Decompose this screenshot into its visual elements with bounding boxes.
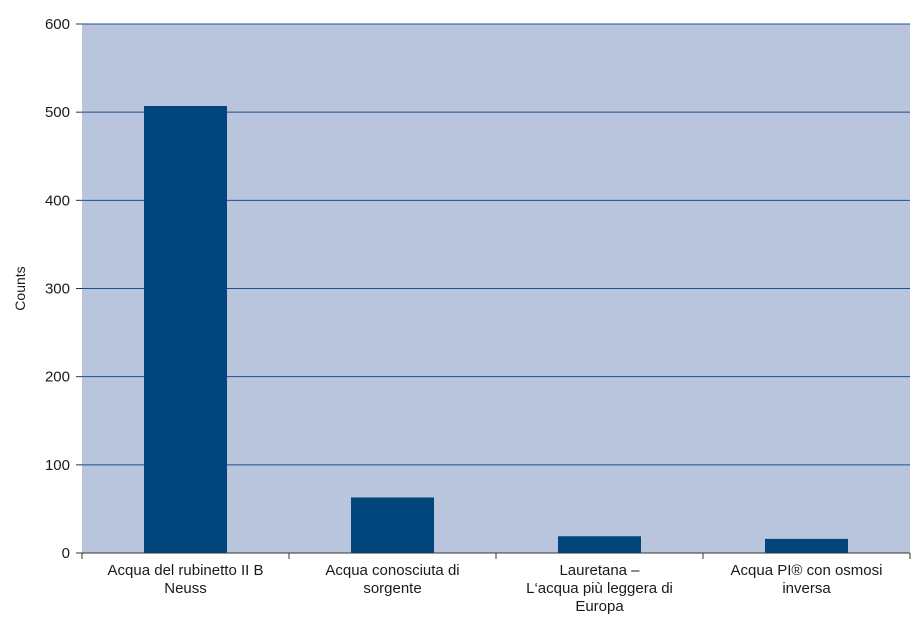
bar (765, 539, 848, 553)
x-category-label-line: inversa (782, 580, 831, 597)
x-category-label: Acqua PI® con osmosi inversa (731, 562, 883, 597)
y-tick-label: 600 (45, 16, 70, 33)
x-category-label-line: Europa (575, 598, 624, 615)
x-category-label: Acqua conosciuta di sorgente (325, 562, 459, 597)
y-tick-labels: 0 100 200 300 400 500 600 (45, 16, 82, 562)
bar (351, 497, 434, 553)
y-tick-label: 400 (45, 192, 70, 209)
y-tick-label: 0 (62, 545, 70, 562)
x-category-label: Acqua del rubinetto II B Neuss (108, 562, 264, 597)
bar (144, 106, 227, 553)
x-category-label-line: sorgente (363, 580, 421, 597)
y-tick-label: 100 (45, 457, 70, 474)
axes (82, 553, 910, 559)
y-tick-label: 300 (45, 281, 70, 298)
x-category-labels: Acqua del rubinetto II B Neuss Acqua conos… (108, 562, 883, 615)
bar (558, 536, 641, 553)
y-tick-label: 500 (45, 104, 70, 121)
y-axis-label: Counts (12, 266, 28, 310)
x-category-label-line: Lauretana – (559, 562, 640, 579)
x-category-label: Lauretana – L‘acqua più leggera di Europa (526, 562, 673, 615)
x-category-label-line: Acqua PI® con osmosi (731, 562, 883, 579)
x-category-label-line: Acqua del rubinetto II B (108, 562, 264, 579)
x-category-label-line: L‘acqua più leggera di (526, 580, 673, 597)
x-category-label-line: Acqua conosciuta di (325, 562, 459, 579)
x-category-label-line: Neuss (164, 580, 207, 597)
y-tick-label: 200 (45, 369, 70, 386)
